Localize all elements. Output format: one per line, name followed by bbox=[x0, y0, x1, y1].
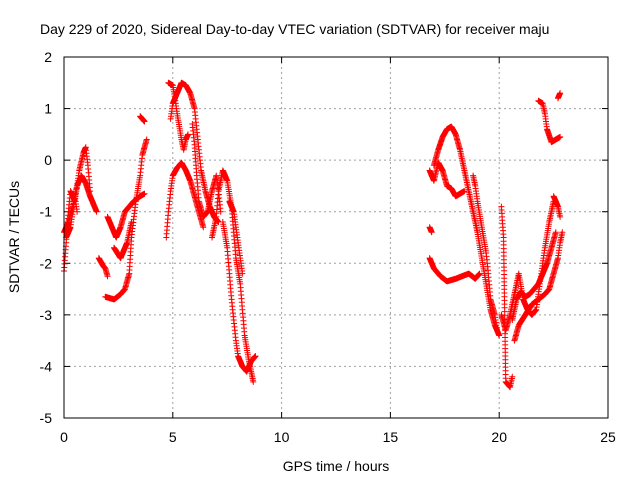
series-s6 bbox=[104, 190, 148, 241]
series-s23 bbox=[509, 229, 559, 323]
series-s27 bbox=[550, 193, 564, 220]
y-tick-label: -1 bbox=[40, 204, 53, 220]
series-markers bbox=[219, 219, 259, 375]
series-s2 bbox=[61, 172, 100, 236]
series-s20 bbox=[470, 172, 500, 334]
x-axis-label: GPS time / hours bbox=[283, 458, 390, 474]
series-markers bbox=[189, 121, 224, 220]
series-s21 bbox=[498, 203, 516, 391]
y-tick-label: -4 bbox=[40, 358, 53, 374]
data-points bbox=[61, 79, 566, 391]
series-markers bbox=[555, 90, 564, 102]
series-s25 bbox=[535, 97, 564, 146]
series-markers bbox=[426, 224, 435, 236]
series-markers bbox=[535, 97, 564, 146]
x-tick-label: 15 bbox=[383, 429, 399, 445]
series-markers bbox=[104, 190, 148, 241]
series-markers bbox=[511, 229, 566, 344]
series-markers bbox=[498, 203, 516, 391]
x-tick-label: 5 bbox=[169, 429, 177, 445]
series-markers bbox=[226, 198, 246, 277]
series-markers bbox=[426, 255, 483, 285]
series-markers bbox=[63, 193, 81, 241]
series-markers bbox=[61, 172, 100, 236]
series-markers bbox=[470, 172, 500, 334]
series-s17 bbox=[426, 255, 483, 285]
chart-title: Day 229 of 2020, Sidereal Day-to-day VTE… bbox=[40, 21, 549, 37]
x-tick-label: 25 bbox=[600, 429, 616, 445]
y-tick-label: -2 bbox=[40, 255, 53, 271]
axis-ticks: 0 5 10 15 20 25 -5 -4 -3 -2 -1 0 1 2 bbox=[40, 49, 616, 445]
y-tick-label: 0 bbox=[44, 152, 52, 168]
series-s24 bbox=[511, 229, 566, 344]
series-markers bbox=[426, 159, 468, 200]
series-s12 bbox=[189, 121, 224, 220]
x-tick-label: 0 bbox=[60, 429, 68, 445]
y-tick-label: -3 bbox=[40, 307, 53, 323]
series-s4 bbox=[95, 255, 111, 280]
series-s13 bbox=[209, 167, 257, 385]
series-s14 bbox=[219, 219, 259, 375]
series-markers bbox=[550, 193, 564, 220]
x-tick-label: 20 bbox=[491, 429, 507, 445]
series-markers bbox=[209, 167, 257, 385]
series-s16 bbox=[426, 224, 435, 236]
series-markers bbox=[509, 229, 559, 323]
series-s8 bbox=[137, 113, 148, 125]
grid-lines bbox=[64, 57, 608, 418]
y-tick-label: -5 bbox=[40, 410, 53, 426]
series-markers bbox=[137, 113, 148, 125]
y-tick-label: 2 bbox=[44, 49, 52, 65]
x-tick-label: 10 bbox=[274, 429, 290, 445]
series-s26 bbox=[555, 90, 564, 102]
y-axis-label: SDTVAR / TECUs bbox=[6, 181, 22, 293]
series-markers bbox=[95, 255, 111, 280]
y-tick-label: 1 bbox=[44, 101, 52, 117]
plot-frame bbox=[63, 56, 609, 419]
series-s18 bbox=[426, 159, 468, 200]
series-s15 bbox=[226, 198, 246, 277]
series-s3 bbox=[63, 193, 81, 241]
series-s7 bbox=[111, 219, 135, 262]
series-markers bbox=[111, 219, 135, 262]
